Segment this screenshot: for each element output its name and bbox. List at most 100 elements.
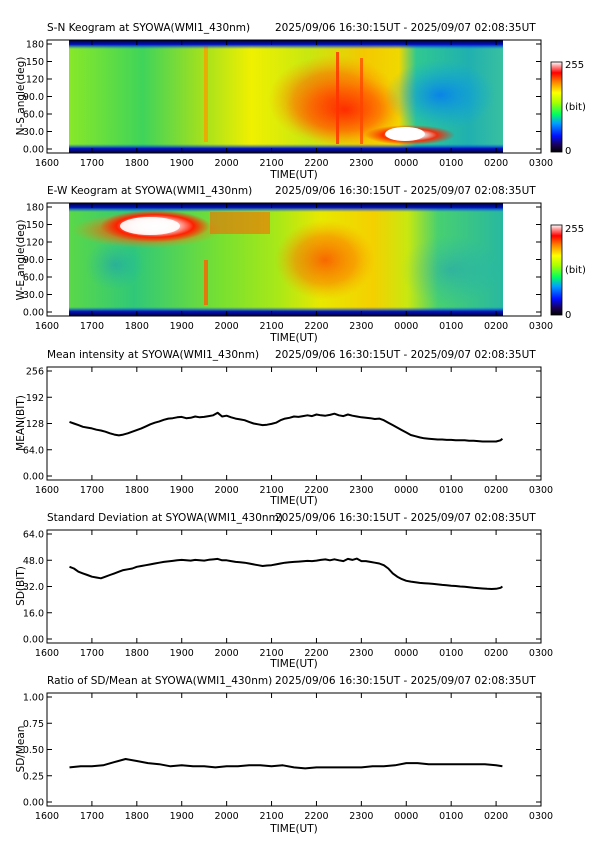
ew-keogram-time-range: 2025/09/06 16:30:15UT - 2025/09/07 02:08… — [275, 185, 536, 197]
y-tick-label: 16.0 — [23, 608, 44, 619]
x-tick-label: 1600 — [35, 811, 59, 822]
x-tick-label: 2100 — [259, 158, 283, 169]
x-tick-label: 1700 — [80, 485, 104, 496]
ew-colorbar-max: 255 — [565, 224, 584, 235]
x-tick-label: 2300 — [349, 648, 373, 659]
y-tick-label: 60.0 — [23, 110, 44, 121]
y-tick-label: 48.0 — [23, 556, 44, 567]
y-tick-label: 120 — [26, 238, 44, 249]
ew-keogram-ylabel: W-E angle(deg) — [15, 220, 27, 301]
y-tick-label: 30.0 — [23, 290, 44, 301]
x-tick-label: 1600 — [35, 158, 59, 169]
sn-keogram-panel: S-N Keogram at SYOWA(WMI1_430nm) 2025/09… — [15, 22, 586, 181]
ratio-ylabel: SD/Mean — [15, 726, 27, 773]
x-tick-label: 0000 — [394, 321, 418, 332]
x-tick-label: 2300 — [349, 811, 373, 822]
x-tick-label: 2100 — [259, 321, 283, 332]
y-tick-label: 0.00 — [23, 145, 44, 156]
y-tick-label: 120 — [26, 75, 44, 86]
mean-xlabel: TIME(UT) — [269, 495, 318, 507]
y-tick-label: 1.00 — [23, 693, 44, 704]
x-tick-label: 0300 — [529, 648, 553, 659]
y-tick-label: 90.0 — [23, 92, 44, 103]
mean-intensity-panel: Mean intensity at SYOWA(WMI1_430nm) 2025… — [15, 349, 553, 507]
x-tick-label: 0100 — [439, 485, 463, 496]
ratio-title: Ratio of SD/Mean at SYOWA(WMI1_430nm) — [47, 675, 272, 687]
y-tick-label: 30.0 — [23, 127, 44, 138]
x-tick-label: 1600 — [35, 485, 59, 496]
y-tick-label: 192 — [26, 393, 44, 404]
x-tick-label: 0200 — [484, 811, 508, 822]
ew-keogram-panel: E-W Keogram at SYOWA(WMI1_430nm) 2025/09… — [15, 185, 586, 344]
x-tick-label: 1900 — [170, 321, 194, 332]
x-tick-label: 1700 — [80, 158, 104, 169]
x-tick-label: 0000 — [394, 811, 418, 822]
ew-keogram-image — [69, 203, 503, 316]
x-tick-label: 0100 — [439, 648, 463, 659]
x-tick-label: 2000 — [215, 811, 239, 822]
y-tick-label: 180 — [26, 203, 44, 214]
x-tick-label: 2100 — [259, 485, 283, 496]
mean-series-line — [69, 411, 504, 443]
ratio-frame — [46, 692, 542, 807]
x-tick-label: 2100 — [259, 811, 283, 822]
y-tick-label: 0.00 — [23, 798, 44, 809]
y-tick-label: 60.0 — [23, 273, 44, 284]
y-tick-label: 0.00 — [23, 635, 44, 646]
x-tick-label: 1900 — [170, 158, 194, 169]
x-tick-label: 0300 — [529, 811, 553, 822]
x-tick-label: 1600 — [35, 648, 59, 659]
y-tick-label: 0.25 — [23, 771, 44, 782]
sd-series-line — [69, 557, 503, 590]
y-tick-label: 180 — [26, 40, 44, 51]
x-tick-label: 1900 — [170, 811, 194, 822]
y-tick-label: 150 — [26, 57, 44, 68]
x-tick-label: 2300 — [349, 158, 373, 169]
y-tick-label: 128 — [26, 419, 44, 430]
mean-frame — [46, 366, 542, 481]
y-tick-label: 256 — [26, 367, 44, 378]
ew-keogram-xlabel: TIME(UT) — [269, 332, 318, 344]
x-tick-label: 1800 — [125, 321, 149, 332]
mean-time-range: 2025/09/06 16:30:15UT - 2025/09/07 02:08… — [275, 349, 536, 361]
x-tick-label: 0000 — [394, 648, 418, 659]
x-tick-label: 1900 — [170, 648, 194, 659]
x-tick-label: 1800 — [125, 158, 149, 169]
sn-colorbar-min: 0 — [565, 146, 571, 157]
y-tick-label: 32.0 — [23, 582, 44, 593]
sn-colorbar-unit: (bit) — [565, 102, 586, 113]
sd-ylabel: SD(BIT) — [15, 566, 27, 606]
ew-colorbar-unit: (bit) — [565, 265, 586, 276]
x-tick-label: 1800 — [125, 485, 149, 496]
ratio-series-line — [69, 758, 503, 770]
x-tick-label: 0200 — [484, 485, 508, 496]
sn-colorbar-max: 255 — [565, 60, 584, 71]
x-tick-label: 2300 — [349, 321, 373, 332]
y-tick-label: 0.00 — [23, 472, 44, 483]
x-tick-label: 1700 — [80, 811, 104, 822]
y-tick-label: 64.0 — [23, 530, 44, 541]
x-tick-label: 0200 — [484, 321, 508, 332]
x-tick-label: 1700 — [80, 648, 104, 659]
sd-panel: Standard Deviation at SYOWA(WMI1_430nm) … — [15, 512, 553, 670]
ew-colorbar — [550, 224, 563, 316]
ew-colorbar-min: 0 — [565, 310, 571, 321]
x-tick-label: 2000 — [215, 321, 239, 332]
x-tick-label: 2200 — [304, 158, 328, 169]
x-tick-label: 1800 — [125, 811, 149, 822]
ratio-time-range: 2025/09/06 16:30:15UT - 2025/09/07 02:08… — [275, 675, 536, 687]
x-tick-label: 0000 — [394, 158, 418, 169]
y-tick-label: 0.75 — [23, 719, 44, 730]
ratio-xlabel: TIME(UT) — [269, 823, 318, 835]
sn-keogram-image — [69, 40, 503, 153]
y-tick-label: 64.0 — [23, 445, 44, 456]
sd-title: Standard Deviation at SYOWA(WMI1_430nm) — [47, 512, 283, 524]
x-tick-label: 0200 — [484, 648, 508, 659]
x-tick-label: 2100 — [259, 648, 283, 659]
x-tick-label: 2200 — [304, 485, 328, 496]
sd-time-range: 2025/09/06 16:30:15UT - 2025/09/07 02:08… — [275, 512, 536, 524]
sn-colorbar — [550, 61, 563, 153]
sd-xlabel: TIME(UT) — [269, 658, 318, 670]
x-tick-label: 1600 — [35, 321, 59, 332]
